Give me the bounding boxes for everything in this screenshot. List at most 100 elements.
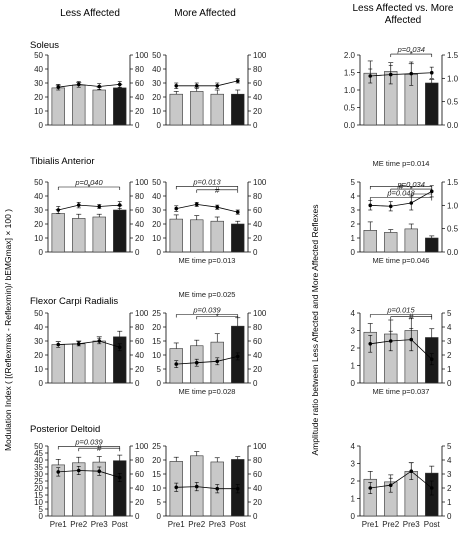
y-tick-label: 50 — [152, 51, 161, 60]
line-point — [215, 84, 220, 88]
sig-label: p=0.040 — [74, 178, 103, 187]
y2-tick-label: 0.5 — [447, 225, 459, 234]
y2-tick-label: 0 — [253, 121, 258, 130]
line-point — [429, 486, 434, 490]
y2-tick-label: 0 — [135, 379, 140, 388]
line-point — [409, 337, 414, 342]
bottom-note: ME time p=0.013 — [179, 256, 236, 265]
line-point — [174, 206, 179, 211]
y2-tick-label: 20 — [135, 234, 144, 243]
y-tick-label: 50 — [34, 178, 43, 187]
y2-tick-label: 20 — [135, 498, 144, 507]
row-title-tibialis: Tibialis Anterior — [30, 156, 95, 167]
y-tick-label: 10 — [34, 107, 43, 116]
x-tick-label-pre2: Pre2 — [382, 520, 399, 529]
sig-marker: * — [410, 50, 413, 59]
y-tick-label: 3 — [351, 460, 356, 469]
line-point — [368, 203, 373, 208]
sig-marker: * — [410, 185, 413, 194]
y2-tick-label: 60 — [253, 337, 262, 346]
y-tick-label: 3 — [351, 206, 356, 215]
y-axis-label-left: Modulation Index ( [(Reflexmax - Reflexm… — [4, 209, 13, 451]
x-tick-label-pre2: Pre2 — [188, 520, 205, 529]
y-tick-label: 4 — [351, 309, 356, 318]
line-point — [174, 362, 179, 366]
y-tick-label: 40 — [34, 65, 43, 74]
line-series — [58, 470, 120, 478]
line-point — [409, 71, 414, 76]
y-tick-label: 30 — [34, 206, 43, 215]
y2-tick-label: 3 — [447, 337, 452, 346]
y-tick-label: 40 — [34, 456, 43, 465]
y-tick-label: 1.0 — [344, 86, 356, 95]
line-series — [58, 340, 120, 348]
y2-tick-label: 80 — [253, 323, 262, 332]
y-tick-label: 0 — [157, 248, 162, 257]
line-point — [388, 339, 393, 343]
line-series — [370, 72, 432, 77]
line-point — [429, 357, 434, 362]
y-tick-label: 0 — [157, 121, 162, 130]
line-point — [235, 486, 240, 491]
y2-tick-label: 1 — [447, 498, 452, 507]
y2-tick-label: 80 — [135, 192, 144, 201]
y2-tick-label: 100 — [253, 442, 267, 451]
y2-tick-label: 40 — [253, 93, 262, 102]
y-axis-label-right: Amplitude ratio between Less Affected an… — [311, 204, 320, 455]
y2-tick-label: 20 — [253, 365, 262, 374]
y2-tick-label: 40 — [135, 93, 144, 102]
y-tick-label: 30 — [152, 79, 161, 88]
y-tick-label: 50 — [34, 442, 43, 451]
y2-tick-label: 2 — [447, 484, 452, 493]
y2-tick-label: 100 — [135, 442, 149, 451]
y-tick-label: 0 — [351, 512, 356, 521]
x-tick-label-post: Post — [112, 520, 129, 529]
x-tick-label-post: Post — [230, 520, 247, 529]
line-series — [58, 83, 120, 88]
y2-tick-label: 40 — [135, 220, 144, 229]
y-tick-label: 15 — [152, 337, 161, 346]
y2-tick-label: 0 — [447, 512, 452, 521]
y-tick-label: 30 — [152, 206, 161, 215]
sig-label: p=0.013 — [192, 177, 221, 186]
sig-marker: # — [399, 182, 404, 191]
y-tick-label: 30 — [34, 79, 43, 88]
line-point — [388, 204, 393, 209]
line-point — [97, 84, 102, 89]
y2-tick-label: 80 — [135, 456, 144, 465]
y-tick-label: 1 — [351, 495, 356, 504]
x-tick-label-pre3: Pre3 — [209, 520, 226, 529]
y-tick-label: 20 — [152, 323, 161, 332]
line-point — [368, 74, 373, 78]
sig-label: p=0.039 — [192, 306, 221, 315]
line-point — [388, 483, 393, 488]
y2-tick-label: 60 — [135, 206, 144, 215]
line-point — [235, 210, 240, 214]
sig-label: p=0.034 — [397, 45, 425, 54]
y-tick-label: 20 — [152, 93, 161, 102]
line-point — [56, 85, 61, 89]
y-tick-label: 50 — [34, 51, 43, 60]
y-tick-label: 10 — [34, 498, 43, 507]
row-title-fcr: Flexor Carpi Radialis — [30, 296, 119, 307]
line-point — [215, 359, 220, 364]
x-tick-label-pre3: Pre3 — [91, 520, 108, 529]
y2-tick-label: 60 — [253, 206, 262, 215]
y2-tick-label: 0.5 — [447, 98, 459, 107]
line-point — [215, 486, 220, 491]
sig-label: p=0.015 — [386, 306, 415, 315]
y2-tick-label: 5 — [447, 442, 452, 451]
line-point — [76, 342, 81, 346]
line-point — [215, 205, 220, 209]
y-tick-label: 50 — [34, 309, 43, 318]
line-point — [117, 203, 122, 207]
y-tick-label: 15 — [34, 491, 43, 500]
y-tick-label: 0 — [39, 379, 44, 388]
